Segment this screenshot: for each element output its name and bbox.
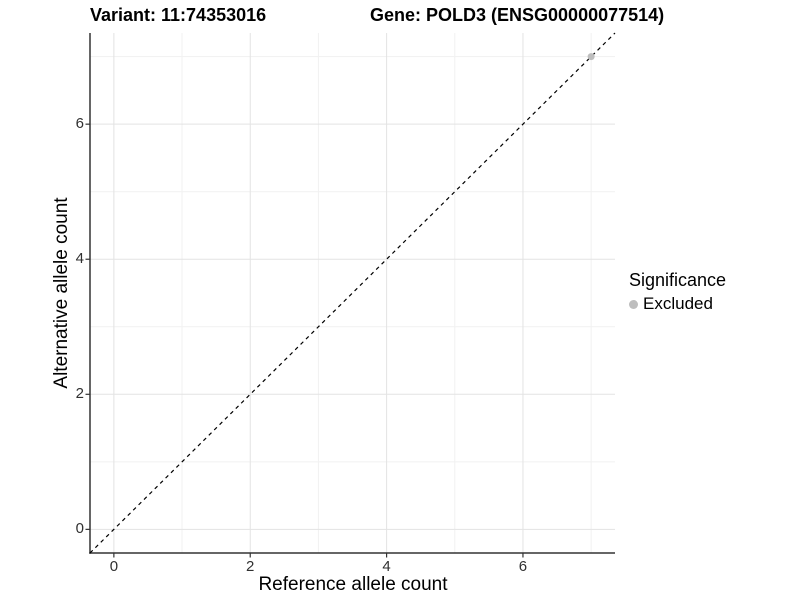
data-point-excluded bbox=[587, 53, 595, 61]
plot-title-variant: Variant: 11:74353016 bbox=[90, 5, 267, 25]
x-tick-label: 4 bbox=[382, 558, 391, 575]
y-tick-label: 6 bbox=[75, 115, 84, 133]
x-tick-label: 6 bbox=[518, 558, 528, 575]
legend-item-label: Excluded bbox=[643, 294, 713, 313]
x-tick-label: 2 bbox=[246, 558, 255, 575]
y-axis-label: Alternative allele count bbox=[51, 197, 72, 389]
plot-title-gene: Gene: POLD3 (ENSG00000077514) bbox=[370, 5, 665, 25]
identity-reference-line bbox=[89, 32, 616, 554]
y-tick-label: 0 bbox=[75, 520, 84, 538]
y-tick-label: 2 bbox=[75, 385, 84, 403]
legend-item-excluded: Excluded bbox=[629, 294, 726, 314]
x-axis-label: Reference allele count bbox=[258, 574, 448, 595]
legend-title: Significance bbox=[629, 270, 727, 290]
legend: Significance Excluded bbox=[629, 270, 726, 314]
y-tick-label: 4 bbox=[75, 250, 84, 268]
x-tick-label: 0 bbox=[109, 558, 119, 575]
legend-point-icon bbox=[629, 299, 638, 309]
